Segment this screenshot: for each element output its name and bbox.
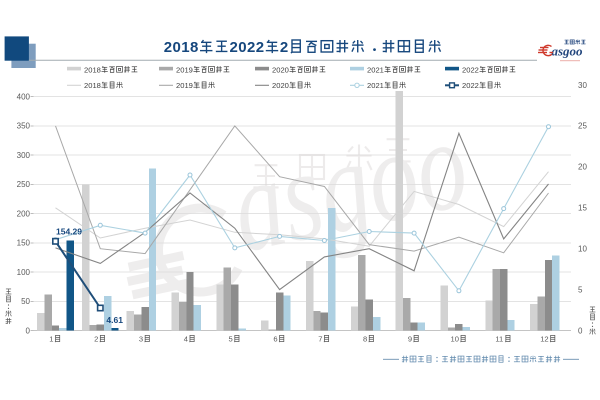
svg-text:6: 6	[273, 335, 277, 344]
svg-text:2020: 2020	[272, 81, 289, 90]
svg-text:2020: 2020	[272, 65, 289, 74]
svg-text:2: 2	[280, 39, 289, 56]
svg-text:5: 5	[578, 285, 583, 294]
svg-text:2022: 2022	[462, 81, 479, 90]
svg-text:2021: 2021	[367, 65, 384, 74]
svg-text:0: 0	[578, 326, 583, 335]
svg-text:2019: 2019	[176, 65, 193, 74]
svg-text:2021: 2021	[367, 81, 384, 90]
svg-text:15: 15	[578, 204, 587, 213]
svg-text:2018: 2018	[84, 81, 101, 90]
svg-text:0: 0	[26, 326, 31, 335]
svg-text:2018: 2018	[164, 39, 199, 56]
svg-text:2018: 2018	[84, 65, 101, 74]
svg-text:10: 10	[451, 335, 459, 344]
svg-text:2: 2	[94, 335, 98, 344]
svg-text:12: 12	[540, 335, 548, 344]
svg-text:9: 9	[408, 335, 412, 344]
svg-text:3: 3	[139, 335, 143, 344]
svg-text:25: 25	[578, 122, 587, 131]
svg-text:50: 50	[21, 297, 30, 306]
svg-text:250: 250	[17, 180, 31, 189]
svg-text:350: 350	[17, 122, 31, 131]
svg-text:asgoo: asgoo	[552, 43, 584, 58]
svg-text:5: 5	[229, 335, 233, 344]
svg-text:11: 11	[495, 335, 503, 344]
svg-text:4.61: 4.61	[106, 315, 123, 325]
svg-text:4: 4	[184, 335, 188, 344]
svg-text:400: 400	[17, 93, 31, 102]
svg-text:30: 30	[578, 81, 587, 90]
svg-text:2019: 2019	[176, 81, 193, 90]
svg-text:8: 8	[363, 335, 367, 344]
svg-text:200: 200	[17, 209, 31, 218]
svg-text:2022: 2022	[462, 65, 479, 74]
svg-text:10: 10	[578, 245, 587, 254]
svg-text:1: 1	[49, 335, 53, 344]
svg-text:150: 150	[17, 239, 31, 248]
svg-text:7: 7	[318, 335, 322, 344]
svg-text:20: 20	[578, 163, 587, 172]
svg-text:154.29: 154.29	[56, 226, 82, 236]
svg-text:300: 300	[17, 151, 31, 160]
svg-text:2022: 2022	[230, 39, 265, 56]
svg-text:100: 100	[17, 268, 31, 277]
